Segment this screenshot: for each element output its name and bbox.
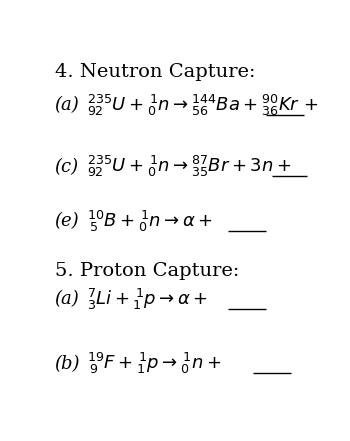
- Text: (a): (a): [55, 97, 79, 115]
- Text: $^{7}_{3}Li+^{\,1}_{1}p\rightarrow\alpha+$: $^{7}_{3}Li+^{\,1}_{1}p\rightarrow\alpha…: [87, 287, 208, 312]
- Text: $^{10}_{\,5}B+^{\,1}_{0}n\rightarrow\alpha+$: $^{10}_{\,5}B+^{\,1}_{0}n\rightarrow\alp…: [87, 209, 213, 234]
- Text: (c): (c): [55, 158, 79, 176]
- Text: $^{235}_{92}U+^{\,1}_{0}n\rightarrow^{87}_{35}Br+3n+$: $^{235}_{92}U+^{\,1}_{0}n\rightarrow^{87…: [87, 154, 292, 179]
- Text: $^{235}_{92}U+^{\,1}_{0}n\rightarrow^{144}_{56}Ba+^{90}_{36}Kr\,+$: $^{235}_{92}U+^{\,1}_{0}n\rightarrow^{14…: [87, 93, 319, 118]
- Text: $^{19}_{\,9}F+^{\,1}_{1}p\rightarrow^{\,1}_{0}n+$: $^{19}_{\,9}F+^{\,1}_{1}p\rightarrow^{\,…: [87, 351, 221, 376]
- Text: 5. Proton Capture:: 5. Proton Capture:: [55, 262, 239, 280]
- Text: (b): (b): [55, 355, 80, 373]
- Text: 4. Neutron Capture:: 4. Neutron Capture:: [55, 63, 255, 81]
- Text: (e): (e): [55, 212, 79, 230]
- Text: (a): (a): [55, 290, 79, 308]
